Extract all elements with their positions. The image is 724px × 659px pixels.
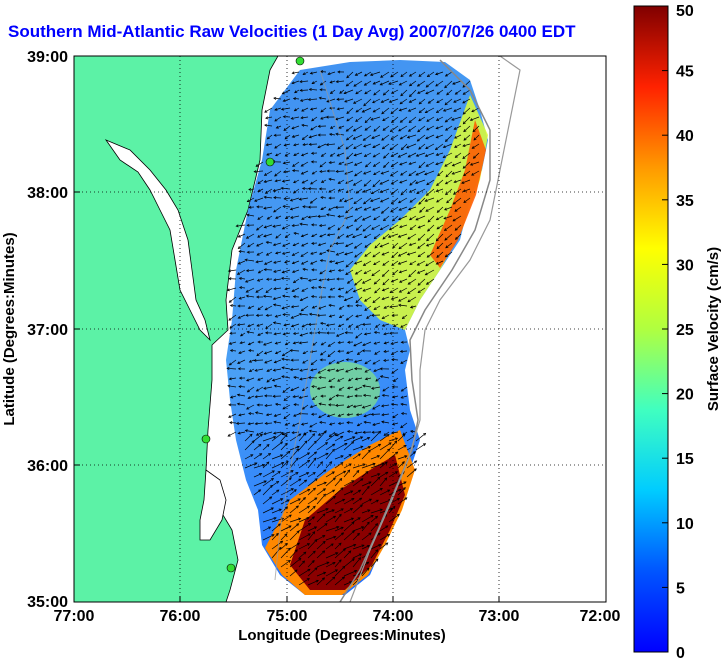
x-tick-label: 76:00 [160, 608, 201, 625]
velocity-high-band-north [350, 95, 488, 330]
colorbar-tick-label: 0 [676, 645, 685, 659]
x-tick-label: 77:00 [54, 608, 95, 625]
bathymetry-contour [274, 69, 351, 581]
velocity-mid-patch [310, 362, 380, 418]
x-tick-label: 72:00 [580, 608, 621, 625]
y-tick-label: 38:00 [27, 185, 68, 202]
y-tick-label: 39:00 [27, 49, 68, 66]
bathymetry-contour [349, 56, 521, 602]
land-mass [74, 56, 279, 602]
x-tick-label: 75:00 [267, 608, 308, 625]
y-axis-label: Latitude (Degrees:Minutes) [1, 232, 18, 425]
x-tick-label: 73:00 [479, 608, 520, 625]
x-axis-label: Longitude (Degrees:Minutes) [238, 627, 446, 644]
grid-lines [74, 56, 606, 602]
radar-site-marker [201, 434, 211, 444]
bathymetry-contour [339, 59, 491, 602]
radar-site-marker [226, 563, 236, 573]
chesapeake-bay [104, 139, 211, 342]
colorbar-tick-label: 25 [676, 322, 694, 339]
colorbar-tick-label: 20 [676, 387, 694, 404]
y-tick-label: 36:00 [27, 458, 68, 475]
pamlico-sound [199, 469, 227, 541]
colorbar-tick-label: 45 [676, 64, 694, 81]
colorbar-tick-label: 15 [676, 451, 694, 468]
colorbar-tick-label: 50 [676, 3, 694, 20]
radar-site-marker [265, 157, 275, 167]
plot-title: Southern Mid-Atlantic Raw Velocities (1 … [8, 22, 576, 41]
colorbar-tick-label: 5 [676, 580, 685, 597]
radar-site-marker [295, 56, 305, 66]
velocity-vectors [226, 70, 480, 586]
colorbar-tick-label: 30 [676, 257, 694, 274]
colorbar-tick-label: 35 [676, 193, 694, 210]
y-tick-label: 37:00 [27, 322, 68, 339]
colorbar-tick-label: 40 [676, 128, 694, 145]
colorbar-tick-label: 10 [676, 516, 694, 533]
velocity-core-north [430, 120, 486, 268]
x-tick-label: 74:00 [373, 608, 414, 625]
colorbar-label: Surface Velocity (cm/s) [705, 247, 722, 411]
y-tick-label: 35:00 [27, 594, 68, 611]
